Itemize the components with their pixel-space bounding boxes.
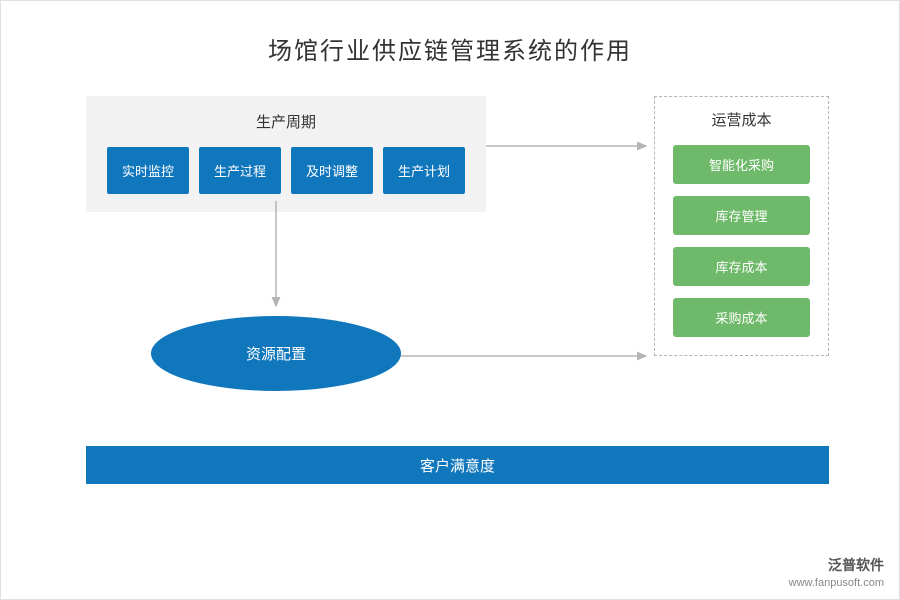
operation-title: 运营成本 <box>673 109 810 130</box>
page-title: 场馆行业供应链管理系统的作用 <box>1 1 899 66</box>
production-items: 实时监控 生产过程 及时调整 生产计划 <box>98 147 474 194</box>
arrow-production-to-operation <box>486 136 656 156</box>
diagram-area: 生产周期 实时监控 生产过程 及时调整 生产计划 运营成本 智能化采购 库存管理… <box>1 96 899 566</box>
arrow-production-to-resource <box>266 201 286 316</box>
watermark-url: www.fanpusoft.com <box>789 577 884 589</box>
production-item: 实时监控 <box>107 147 189 194</box>
operation-item: 库存管理 <box>673 196 810 235</box>
production-item: 及时调整 <box>291 147 373 194</box>
watermark: 泛普软件 www.fanpusoft.com <box>789 556 884 591</box>
arrow-resource-to-operation <box>401 346 656 366</box>
production-title: 生产周期 <box>98 111 474 132</box>
operation-panel: 运营成本 智能化采购 库存管理 库存成本 采购成本 <box>654 96 829 356</box>
production-item: 生产计划 <box>383 147 465 194</box>
production-panel: 生产周期 实时监控 生产过程 及时调整 生产计划 <box>86 96 486 212</box>
resource-label: 资源配置 <box>246 343 306 364</box>
operation-item: 智能化采购 <box>673 145 810 184</box>
operation-item: 采购成本 <box>673 298 810 337</box>
bottom-bar: 客户满意度 <box>86 446 829 484</box>
bottom-label: 客户满意度 <box>420 455 495 476</box>
operation-item: 库存成本 <box>673 247 810 286</box>
resource-ellipse: 资源配置 <box>151 316 401 391</box>
production-item: 生产过程 <box>199 147 281 194</box>
watermark-brand: 泛普软件 <box>828 557 884 573</box>
